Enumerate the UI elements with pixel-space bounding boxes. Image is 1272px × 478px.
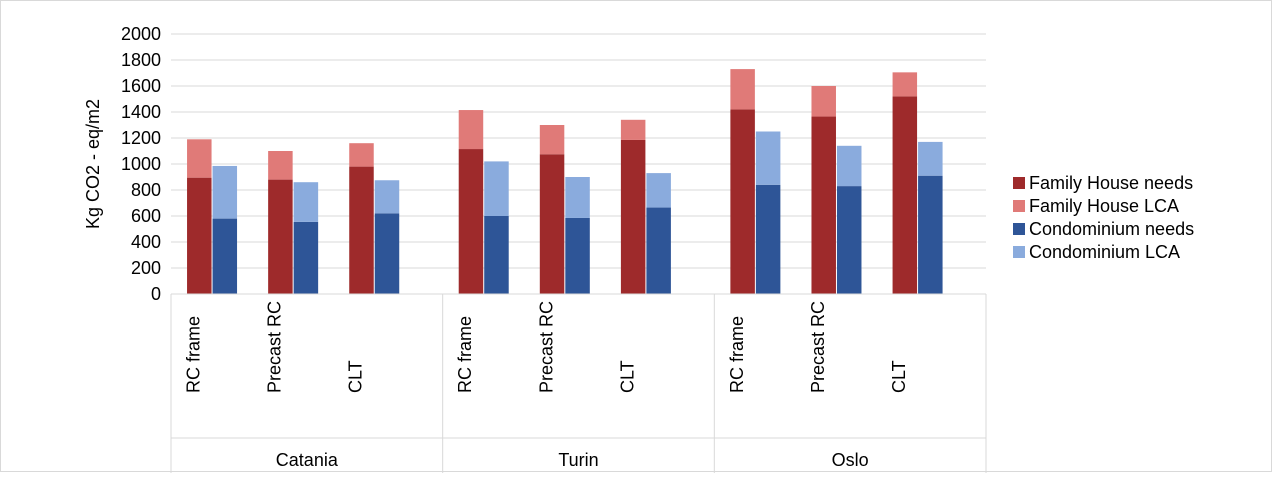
bar-condominium-lca	[836, 145, 862, 187]
y-tick-label: 1200	[121, 128, 161, 148]
legend-label: Condominium LCA	[1029, 242, 1180, 262]
bar-family-house-needs	[268, 179, 293, 294]
legend: Family House needs Family House LCA Condom…	[1013, 173, 1194, 262]
bar-family-house-lca	[730, 69, 755, 110]
y-tick-label: 1000	[121, 154, 161, 174]
y-tick-label: 2000	[121, 24, 161, 44]
bar-family-house-lca	[892, 72, 918, 97]
bar-condominium-lca	[755, 131, 781, 185]
bar-condominium-needs	[755, 184, 781, 294]
bar-condominium-needs	[646, 207, 671, 294]
bar-condominium-lca	[293, 182, 319, 222]
bar-condominium-needs	[293, 221, 319, 294]
bar-family-house-needs	[349, 166, 374, 294]
legend-label: Family House needs	[1029, 173, 1193, 193]
bar-condominium-lca	[565, 177, 590, 218]
x-group-label: Catania	[276, 450, 339, 470]
bar-family-house-lca	[187, 139, 212, 178]
bar-condominium-lca	[646, 173, 671, 208]
x-category-label: RC frame	[184, 316, 204, 393]
x-category-label: Precast RC	[536, 301, 556, 393]
bar-condominium-needs	[836, 186, 862, 294]
bar-family-house-needs	[187, 177, 212, 294]
x-category-label: Precast RC	[265, 301, 285, 393]
bar-family-house-needs	[730, 109, 755, 295]
y-tick-label: 800	[131, 180, 161, 200]
bar-family-house-lca	[458, 110, 484, 150]
bar-family-house-lca	[620, 119, 646, 140]
bar-family-house-needs	[539, 154, 565, 294]
y-tick-label: 1800	[121, 50, 161, 70]
bar-family-house-lca	[811, 86, 836, 117]
bar-condominium-needs	[212, 218, 238, 294]
y-tick-label: 1400	[121, 102, 161, 122]
legend-swatch	[1013, 246, 1025, 258]
bar-condominium-lca	[374, 180, 400, 214]
legend-label: Family House LCA	[1029, 196, 1179, 216]
y-tick-label: 400	[131, 232, 161, 252]
x-category-label: CLT	[346, 360, 366, 393]
axes: 0 200 400 600 800 1000 1200 1400 1600 1800 2000 RC …	[121, 24, 987, 473]
bar-family-house-lca	[349, 143, 374, 167]
bar-family-house-needs	[811, 116, 836, 294]
legend-swatch	[1013, 223, 1025, 235]
x-category-label: Precast RC	[808, 301, 828, 393]
x-category-label: RC frame	[727, 316, 747, 393]
bar-family-house-lca	[268, 151, 293, 180]
y-tick-label: 200	[131, 258, 161, 278]
x-group-label: Oslo	[832, 450, 869, 470]
legend-label: Condominium needs	[1029, 219, 1194, 239]
x-category-label: RC frame	[455, 316, 475, 393]
bar-condominium-needs	[374, 213, 400, 294]
bar-family-house-lca	[539, 125, 565, 155]
legend-swatch	[1013, 177, 1025, 189]
y-tick-label: 1600	[121, 76, 161, 96]
bar-family-house-needs	[892, 96, 918, 295]
bar-condominium-needs	[484, 216, 509, 294]
x-category-label: CLT	[889, 360, 909, 393]
bar-condominium-needs	[918, 175, 943, 294]
bar-family-house-needs	[458, 149, 484, 294]
x-category-label: CLT	[617, 360, 637, 393]
bar-condominium-lca	[212, 165, 238, 219]
y-axis-title: Kg CO2 - eq/m2	[83, 99, 103, 229]
x-group-label: Turin	[558, 450, 598, 470]
bar-condominium-lca	[484, 161, 509, 216]
y-tick-label: 600	[131, 206, 161, 226]
bars	[187, 69, 943, 295]
legend-swatch	[1013, 200, 1025, 212]
bar-condominium-lca	[918, 141, 943, 176]
bar-family-house-needs	[620, 139, 646, 294]
y-tick-label: 0	[151, 284, 161, 304]
bar-condominium-needs	[565, 217, 590, 294]
